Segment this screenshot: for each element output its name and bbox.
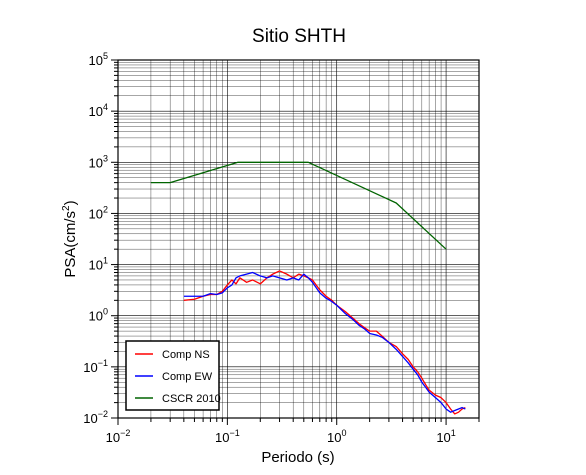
y-axis-label-end: ) xyxy=(62,200,79,205)
legend-label-ns: Comp NS xyxy=(162,349,210,361)
grid xyxy=(117,59,480,419)
y-axis-label-base: PSA(cm/s xyxy=(62,211,79,278)
x-tick-label: 10−1 xyxy=(215,428,240,445)
plot-frame xyxy=(117,59,480,419)
y-tick-label: 100 xyxy=(89,307,108,324)
x-tick-label: 100 xyxy=(327,428,346,445)
legend-label-ew: Comp EW xyxy=(162,371,213,383)
y-tick-label: 104 xyxy=(89,102,108,119)
x-axis-label: Periodo (s) xyxy=(261,449,334,466)
series-comp-ew-line xyxy=(183,271,466,413)
series-cscr-2010-line xyxy=(150,161,447,250)
tick-marks xyxy=(111,59,480,425)
y-tick-label: 102 xyxy=(89,204,108,221)
x-tick-label: 10−2 xyxy=(106,428,131,445)
y-tick-label: 103 xyxy=(89,153,108,170)
y-axis-label-sup: 2 xyxy=(61,205,72,211)
chart-title: Sitio SHTH xyxy=(252,26,346,47)
legend: Comp NS Comp EW CSCR 2010 xyxy=(125,340,221,411)
y-tick-label: 105 xyxy=(89,51,108,68)
y-axis-label: PSA(cm/s2) xyxy=(61,200,79,277)
x-tick-labels: 10−2 10−1 100 101 xyxy=(106,428,456,445)
y-tick-label: 10−2 xyxy=(83,409,108,426)
y-tick-label: 101 xyxy=(89,256,108,273)
series-lines xyxy=(150,161,466,415)
y-tick-labels: 10−2 10−1 100 101 102 103 104 105 xyxy=(83,51,108,426)
x-tick-label: 101 xyxy=(436,428,455,445)
legend-label-cscr: CSCR 2010 xyxy=(162,393,221,405)
y-tick-label: 10−1 xyxy=(83,358,108,375)
